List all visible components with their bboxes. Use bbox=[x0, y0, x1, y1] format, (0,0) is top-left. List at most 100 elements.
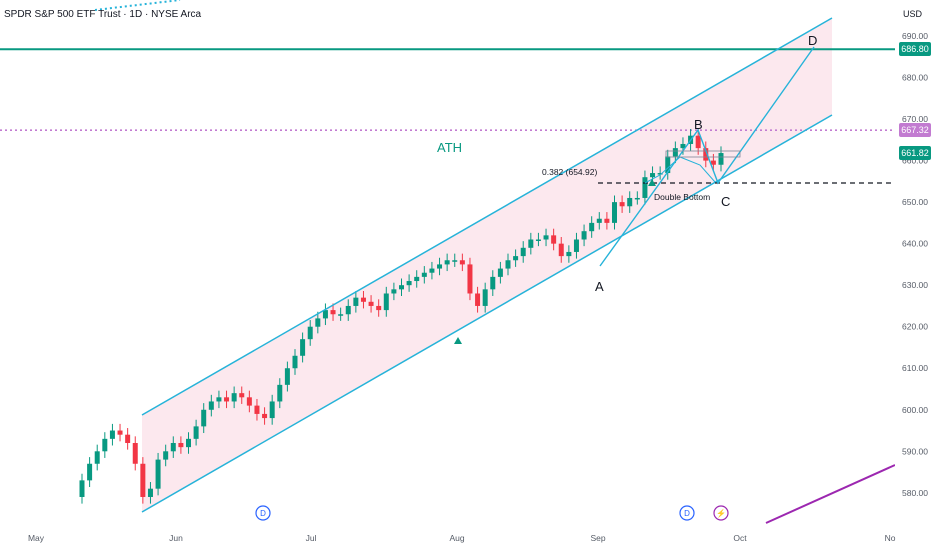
candle-body bbox=[520, 247, 526, 257]
price-axis-panel bbox=[895, 0, 932, 550]
price-tick-label: 610.00 bbox=[902, 363, 928, 373]
candle-body bbox=[79, 480, 85, 497]
dividend-event-icon bbox=[679, 505, 695, 521]
candle-body bbox=[163, 451, 169, 460]
candle-body bbox=[467, 264, 473, 294]
time-tick-label: May bbox=[28, 533, 45, 543]
candle-body bbox=[262, 413, 268, 419]
point-b-label: B bbox=[694, 117, 703, 132]
candle-body bbox=[87, 463, 93, 481]
candle-body bbox=[619, 202, 625, 207]
candle-body bbox=[300, 339, 306, 356]
candle-body bbox=[155, 459, 161, 489]
candle-body bbox=[437, 264, 443, 269]
candle-body bbox=[345, 305, 351, 315]
time-tick-label: Jul bbox=[306, 533, 317, 543]
candle-body bbox=[573, 239, 579, 252]
price-tick-label: 620.00 bbox=[902, 322, 928, 332]
time-tick-label: No bbox=[885, 533, 896, 543]
candle-body bbox=[338, 314, 344, 316]
price-tick-label: 580.00 bbox=[902, 488, 928, 498]
price-tick-label: 660.00 bbox=[902, 156, 928, 166]
candle-body bbox=[140, 463, 146, 497]
price-tick-label: 690.00 bbox=[902, 31, 928, 41]
candle-body bbox=[482, 289, 488, 306]
candle-body bbox=[581, 231, 587, 240]
candle-body bbox=[642, 177, 648, 198]
candle-body bbox=[254, 405, 260, 414]
candle-body bbox=[490, 276, 496, 290]
candle-body bbox=[634, 197, 640, 200]
candle-body bbox=[125, 434, 131, 443]
candle-body bbox=[596, 218, 602, 223]
candle-body bbox=[147, 488, 153, 497]
candle-body bbox=[231, 393, 237, 402]
candle-body bbox=[360, 297, 366, 302]
candle-body bbox=[170, 442, 176, 452]
candle-body bbox=[353, 297, 359, 306]
currency-label[interactable]: USD bbox=[902, 9, 922, 19]
point-d-label: D bbox=[808, 33, 817, 48]
candle-body bbox=[315, 318, 321, 327]
candle-body bbox=[307, 326, 313, 340]
point-c-label: C bbox=[721, 194, 730, 209]
double-bottom-box bbox=[665, 150, 741, 158]
symbol-title: SPDR S&P 500 ETF Trust · 1D · NYSE Arca bbox=[4, 9, 202, 20]
candle-body bbox=[269, 401, 275, 419]
candle-body bbox=[109, 430, 115, 439]
price-tick-label: 590.00 bbox=[902, 446, 928, 456]
candle-body bbox=[497, 268, 503, 277]
price-tick-label: 600.00 bbox=[902, 405, 928, 415]
candle-body bbox=[551, 235, 557, 244]
dividend-event-icon-text: D bbox=[260, 509, 266, 518]
dividend-event-icon-text: D bbox=[684, 509, 690, 518]
candle-body bbox=[718, 153, 724, 165]
abcd-projection-path bbox=[599, 46, 815, 267]
price-tick-label: 640.00 bbox=[902, 239, 928, 249]
candle-body bbox=[368, 301, 374, 306]
candle-body bbox=[444, 260, 450, 265]
candle-body bbox=[665, 156, 671, 174]
price-tick-label: 680.00 bbox=[902, 73, 928, 83]
candle-body bbox=[680, 143, 686, 149]
candle-body bbox=[528, 239, 534, 248]
candle-body bbox=[330, 310, 336, 315]
candle-body bbox=[421, 272, 427, 277]
time-tick-label: Sep bbox=[590, 533, 605, 543]
channel-fill bbox=[142, 18, 832, 512]
candle-body bbox=[178, 442, 184, 448]
dividend-event-icon bbox=[255, 505, 271, 521]
candle-body bbox=[475, 293, 481, 306]
candle-body bbox=[186, 438, 191, 448]
candle-body bbox=[695, 135, 701, 149]
candle-body bbox=[246, 397, 252, 406]
candle-body bbox=[513, 256, 519, 261]
candle-body bbox=[452, 260, 458, 262]
candle-body bbox=[672, 148, 678, 157]
candle-body bbox=[657, 173, 663, 175]
candle-body bbox=[224, 397, 230, 402]
price-tick-label: 630.00 bbox=[902, 280, 928, 290]
candle-body bbox=[292, 355, 298, 369]
candle-body bbox=[94, 451, 100, 464]
purple-trend-line bbox=[765, 464, 896, 524]
split-event-icon bbox=[713, 505, 729, 521]
candle-body bbox=[406, 281, 412, 286]
candle-body bbox=[117, 430, 123, 435]
double-bottom-label: Double Bottom bbox=[654, 192, 710, 202]
candle-body bbox=[376, 305, 382, 311]
time-tick-label: Oct bbox=[733, 533, 747, 543]
candle-body bbox=[383, 293, 389, 311]
buy-signal-icon bbox=[648, 179, 656, 186]
time-tick-label: Jun bbox=[169, 533, 183, 543]
buy-signal-icon bbox=[454, 337, 462, 344]
channel-lower-line bbox=[141, 114, 833, 513]
dotted-trend-fragment bbox=[94, 0, 181, 11]
candle-body bbox=[322, 310, 328, 319]
candle-body bbox=[102, 438, 108, 452]
candle-body bbox=[566, 251, 572, 257]
candle-body bbox=[604, 218, 610, 223]
channel-upper-line bbox=[141, 17, 833, 416]
resistance-price-tag: 686.80 bbox=[899, 42, 931, 57]
